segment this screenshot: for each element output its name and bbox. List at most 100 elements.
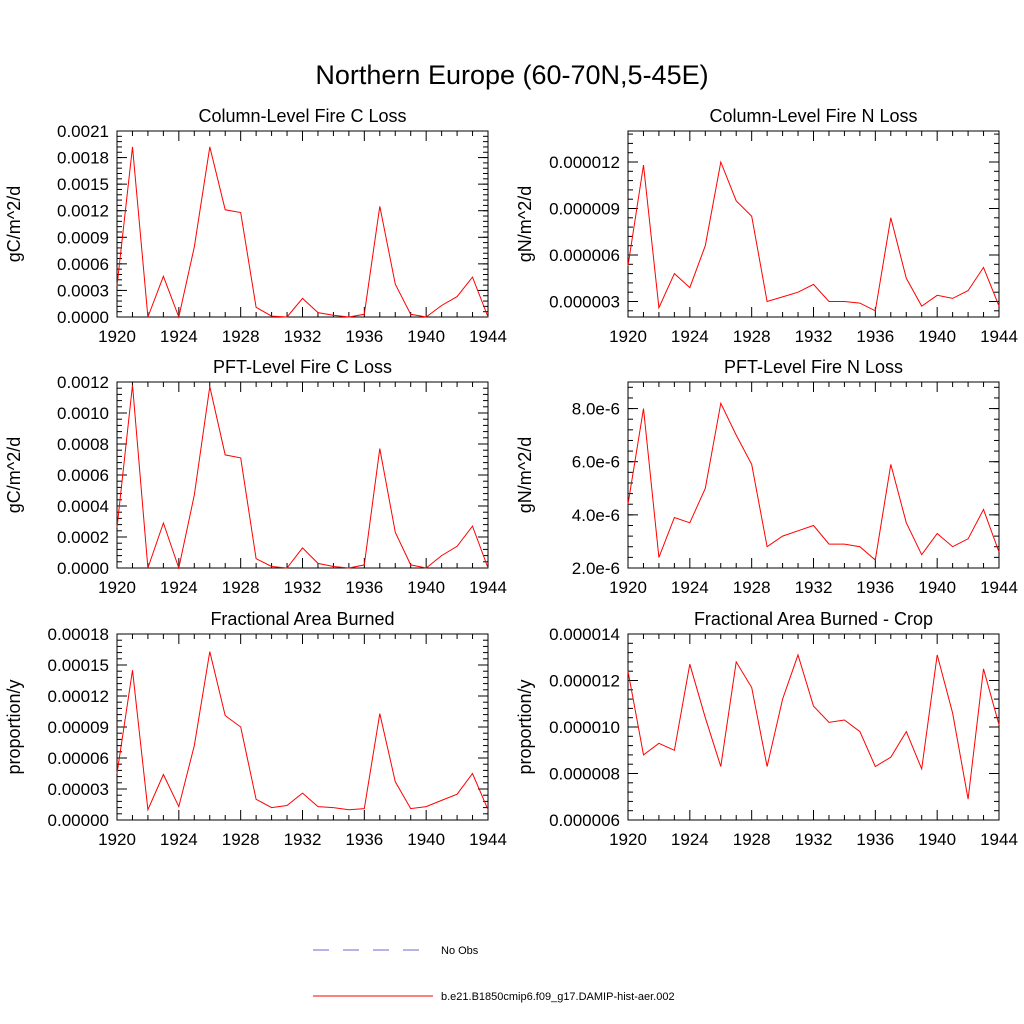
y-tick-label: 0.0008 xyxy=(57,435,109,454)
panel-title: Column-Level Fire N Loss xyxy=(709,106,917,126)
x-tick-label: 1940 xyxy=(407,830,445,849)
legend-label-no-obs: No Obs xyxy=(441,945,479,957)
x-tick-label: 1944 xyxy=(980,327,1018,346)
x-tick-label: 1928 xyxy=(222,830,260,849)
panel-2: Column-Level Fire N Loss gN/m^2/d 1920 1924… xyxy=(515,106,1018,346)
y-tick-label: 0.0009 xyxy=(57,228,109,247)
y-tick-label: 0.0002 xyxy=(57,528,109,547)
x-tick-label: 1928 xyxy=(733,578,771,597)
y-tick-label: 0.000006 xyxy=(549,811,620,830)
y-tick-label: 0.0015 xyxy=(57,175,109,194)
y-axis-label: gN/m^2/d xyxy=(515,437,535,513)
plot-frame xyxy=(627,381,1000,569)
y-tick-label: 0.000012 xyxy=(549,672,620,691)
x-tick-label: 1944 xyxy=(469,578,507,597)
y-tick-label: 0.0021 xyxy=(57,122,109,141)
y-tick-label: 0.0012 xyxy=(57,373,109,392)
x-tick-label: 1928 xyxy=(733,327,771,346)
series-line xyxy=(116,385,489,570)
y-tick-label: 0.00006 xyxy=(48,749,109,768)
panels: Column-Level Fire C Loss gC/m^2/d 1920 1924… xyxy=(4,106,1018,849)
y-tick-label: 0.000010 xyxy=(549,718,620,737)
x-tick-label: 1920 xyxy=(98,578,136,597)
x-tick-label: 1940 xyxy=(407,327,445,346)
x-tick-label: 1944 xyxy=(980,578,1018,597)
x-tick-label: 1944 xyxy=(469,327,507,346)
panel-title: PFT-Level Fire N Loss xyxy=(724,357,903,377)
x-tick-label: 1928 xyxy=(222,327,260,346)
x-tick-label: 1924 xyxy=(160,327,198,346)
series-line xyxy=(627,653,1000,800)
x-tick-label: 1928 xyxy=(733,830,771,849)
y-tick-label: 0.00003 xyxy=(48,780,109,799)
panel-title: Fractional Area Burned xyxy=(210,609,394,629)
x-tick-label: 1920 xyxy=(609,327,647,346)
y-tick-label: 6.0e-6 xyxy=(572,453,620,472)
x-tick-label: 1936 xyxy=(856,830,894,849)
plot-frame xyxy=(116,381,489,569)
panel-title: Column-Level Fire C Loss xyxy=(198,106,406,126)
x-tick-label: 1932 xyxy=(795,578,833,597)
panel-title: Fractional Area Burned - Crop xyxy=(694,609,933,629)
panel-title: PFT-Level Fire C Loss xyxy=(213,357,392,377)
x-tick-label: 1924 xyxy=(160,830,198,849)
y-tick-label: 0.00018 xyxy=(48,625,109,644)
x-tick-label: 1944 xyxy=(980,830,1018,849)
x-tick-label: 1924 xyxy=(671,830,709,849)
y-axis-label: proportion/y xyxy=(4,679,24,774)
y-tick-label: 0.0006 xyxy=(57,466,109,485)
x-tick-label: 1936 xyxy=(345,578,383,597)
x-tick-label: 1932 xyxy=(795,830,833,849)
y-tick-label: 0.000012 xyxy=(549,153,620,172)
x-tick-label: 1920 xyxy=(98,830,136,849)
series-line xyxy=(116,146,489,319)
y-tick-label: 8.0e-6 xyxy=(572,400,620,419)
panel-5: Fractional Area Burned proportion/y 1920 19… xyxy=(4,609,507,849)
x-tick-label: 1940 xyxy=(407,578,445,597)
legend: No Obs b.e21.B1850cmip6.f09_g17.DAMIP-hi… xyxy=(313,945,675,1003)
series-line xyxy=(627,401,1000,561)
x-tick-label: 1928 xyxy=(222,578,260,597)
y-tick-label: 0.0004 xyxy=(57,497,109,516)
y-tick-label: 0.0000 xyxy=(57,308,109,327)
legend-label-model: b.e21.B1850cmip6.f09_g17.DAMIP-hist-aer.… xyxy=(441,991,675,1003)
plot-frame xyxy=(116,633,489,821)
panel-1: Column-Level Fire C Loss gC/m^2/d 1920 1924… xyxy=(4,106,507,346)
y-tick-label: 0.000006 xyxy=(549,246,620,265)
x-tick-label: 1944 xyxy=(469,830,507,849)
x-tick-label: 1932 xyxy=(284,578,322,597)
x-tick-label: 1920 xyxy=(98,327,136,346)
y-tick-label: 0.000014 xyxy=(549,625,620,644)
x-tick-label: 1940 xyxy=(918,830,956,849)
x-tick-label: 1940 xyxy=(918,327,956,346)
y-tick-label: 0.0006 xyxy=(57,255,109,274)
figure-title: Northern Europe (60-70N,5-45E) xyxy=(315,60,708,90)
panel-6: Fractional Area Burned - Crop proportion/… xyxy=(515,609,1018,849)
x-tick-label: 1932 xyxy=(284,327,322,346)
y-axis-label: proportion/y xyxy=(515,679,535,774)
y-axis-label: gC/m^2/d xyxy=(4,437,24,513)
y-axis-label: gC/m^2/d xyxy=(4,186,24,262)
y-tick-label: 0.0018 xyxy=(57,149,109,168)
y-tick-label: 2.0e-6 xyxy=(572,559,620,578)
x-tick-label: 1924 xyxy=(671,578,709,597)
plot-frame xyxy=(116,130,489,318)
x-tick-label: 1920 xyxy=(609,830,647,849)
y-tick-label: 0.00009 xyxy=(48,718,109,737)
x-tick-label: 1940 xyxy=(918,578,956,597)
series-line xyxy=(116,651,489,812)
panel-4: PFT-Level Fire N Loss gN/m^2/d 1920 1924 192… xyxy=(515,357,1018,597)
plot-frame xyxy=(627,130,1000,318)
x-tick-label: 1936 xyxy=(856,327,894,346)
y-tick-label: 0.000008 xyxy=(549,765,620,784)
y-tick-label: 0.000009 xyxy=(549,200,620,219)
x-tick-label: 1920 xyxy=(609,578,647,597)
y-tick-label: 0.00015 xyxy=(48,656,109,675)
x-tick-label: 1932 xyxy=(795,327,833,346)
y-tick-label: 0.00012 xyxy=(48,687,109,706)
x-tick-label: 1936 xyxy=(345,327,383,346)
x-tick-label: 1936 xyxy=(345,830,383,849)
x-tick-label: 1936 xyxy=(856,578,894,597)
y-tick-label: 0.00000 xyxy=(48,811,109,830)
